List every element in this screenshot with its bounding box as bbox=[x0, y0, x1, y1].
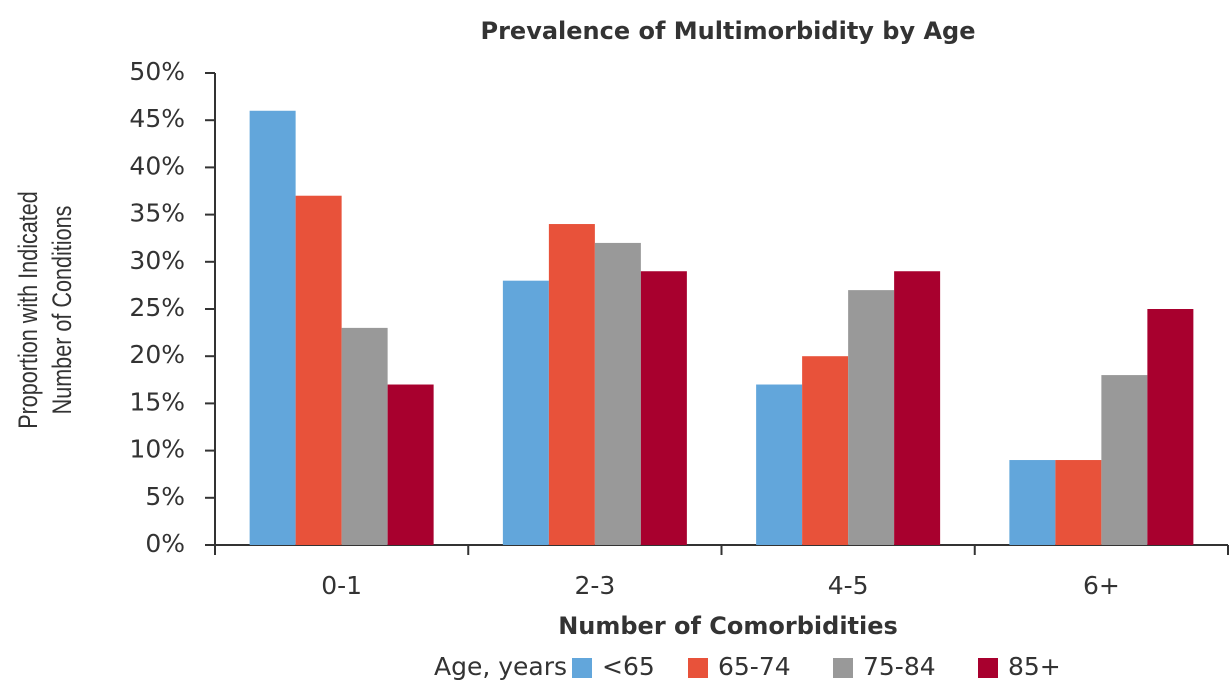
bar bbox=[387, 384, 434, 545]
y-tick-label: 45% bbox=[129, 104, 185, 133]
y-tick-label: 30% bbox=[129, 246, 185, 275]
bar bbox=[1055, 460, 1102, 545]
bar bbox=[295, 195, 342, 545]
y-axis-label: Proportion with Indicated Number of Cond… bbox=[14, 191, 78, 429]
bar bbox=[894, 271, 941, 545]
bar bbox=[1101, 375, 1148, 545]
legend-label: <65 bbox=[602, 652, 655, 681]
x-tick-label: 6+ bbox=[1083, 571, 1120, 600]
y-tick-label: 0% bbox=[145, 529, 185, 558]
y-tick-label: 35% bbox=[129, 199, 185, 228]
bar bbox=[502, 280, 549, 545]
bar bbox=[756, 384, 803, 545]
bar bbox=[1009, 460, 1056, 545]
legend-label: 75-84 bbox=[863, 652, 936, 681]
legend-swatch bbox=[572, 658, 592, 678]
y-tick-label: 15% bbox=[129, 387, 185, 416]
x-tick-label: 2-3 bbox=[574, 571, 615, 600]
y-axis-label-line: Proportion with Indicated bbox=[14, 191, 44, 429]
legend-swatch bbox=[688, 658, 708, 678]
bar bbox=[1147, 309, 1194, 545]
legend-label: 85+ bbox=[1008, 652, 1061, 681]
y-tick-label: 25% bbox=[129, 293, 185, 322]
y-axis-label-line: Number of Conditions bbox=[48, 206, 78, 415]
legend-title: Age, years bbox=[434, 652, 567, 681]
bar bbox=[341, 327, 388, 545]
legend-label: 65-74 bbox=[718, 652, 791, 681]
bar bbox=[548, 224, 595, 546]
chart-title: Prevalence of Multimorbidity by Age bbox=[481, 17, 976, 45]
bar bbox=[640, 271, 687, 545]
legend-swatch bbox=[978, 658, 998, 678]
x-tick-label: 4-5 bbox=[828, 571, 869, 600]
bar bbox=[802, 356, 849, 545]
bar bbox=[594, 242, 641, 546]
y-tick-label: 5% bbox=[145, 482, 185, 511]
x-tick-label: 0-1 bbox=[321, 571, 362, 600]
legend-swatch bbox=[833, 658, 853, 678]
y-tick-label: 40% bbox=[129, 151, 185, 180]
y-tick-label: 50% bbox=[129, 57, 185, 86]
bar bbox=[848, 290, 895, 545]
y-tick-label: 20% bbox=[129, 340, 185, 369]
bar bbox=[249, 110, 296, 545]
x-axis-label: Number of Comorbidities bbox=[558, 612, 898, 640]
y-tick-label: 10% bbox=[129, 435, 185, 464]
